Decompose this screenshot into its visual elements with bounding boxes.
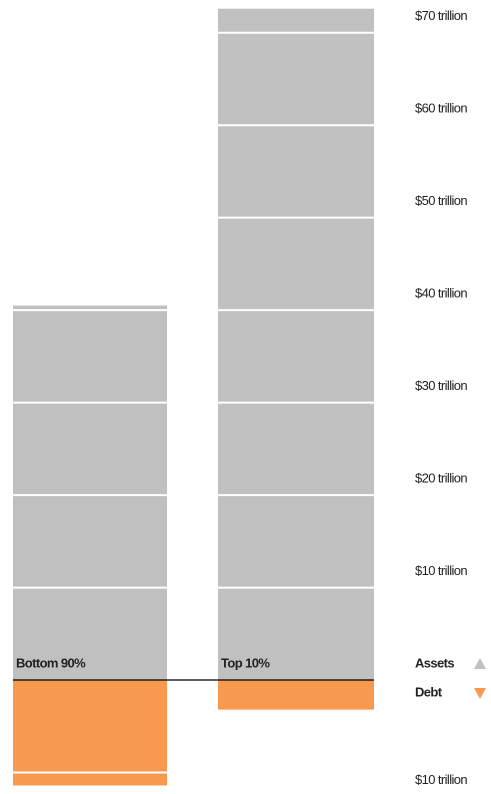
category-label: Bottom 90% — [16, 655, 86, 670]
legend-icon — [474, 658, 486, 670]
bar — [218, 680, 374, 710]
bar — [13, 680, 167, 786]
y-tick-label: $70 trillion — [415, 8, 467, 23]
legend-icon — [474, 688, 486, 700]
y-tick-label: $10 trillion — [415, 772, 467, 787]
y-tick-label: $30 trillion — [415, 378, 467, 393]
y-tick-label: $40 trillion — [415, 286, 467, 301]
y-tick-label: $10 trillion — [415, 563, 467, 578]
category-label: Top 10% — [221, 655, 270, 670]
y-tick-label: $60 trillion — [415, 101, 467, 116]
legend-label: Debt — [415, 684, 443, 699]
y-tick-label: $20 trillion — [415, 471, 467, 486]
y-tick-label: $50 trillion — [415, 193, 467, 208]
bar — [218, 8, 374, 681]
bar — [13, 305, 167, 681]
legend-label: Assets — [415, 655, 454, 670]
